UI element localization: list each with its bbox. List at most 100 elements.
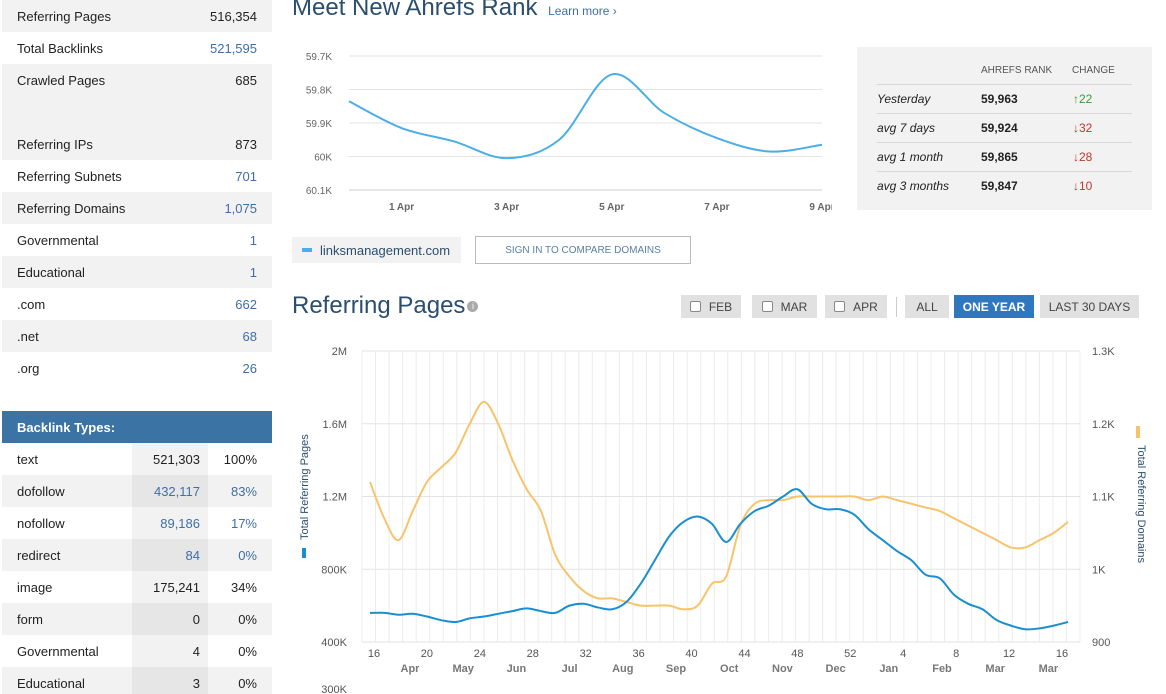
backlink-type-percent: 34% [230, 579, 257, 595]
stat-row: Crawled Pages 685 [2, 64, 272, 96]
backlink-type-count[interactable]: 432,117 [132, 475, 208, 507]
referring-pages-title: Referring Pages i [292, 292, 479, 320]
stat-label: Crawled Pages [17, 72, 106, 88]
backlink-type-row: image 175,241 34% [2, 571, 272, 603]
rank-change-value: 28 [1079, 150, 1093, 164]
rank-chart: 59.7K 59.8K 59.9K 60K 60.1K 1 Apr 3 Apr 5 Apr 7 … [306, 52, 832, 213]
stat-label: .net [17, 328, 39, 344]
apr-checkbox[interactable] [834, 301, 846, 312]
rank-table-row: avg 7 days 59,924 ↓32 [877, 113, 1132, 142]
stat-value[interactable]: 1,075 [224, 200, 257, 216]
apr-toggle[interactable]: APR [825, 295, 887, 318]
x-week-label: 48 [791, 648, 803, 660]
compare-domains-button[interactable]: SIGN IN TO COMPARE DOMAINS [475, 236, 691, 264]
backlink-type-count[interactable]: 89,186 [132, 507, 208, 539]
stat-label: Educational [17, 264, 85, 280]
rank-period: avg 7 days [877, 121, 936, 135]
x-month-label: Dec [826, 663, 846, 675]
y-left-series-swatch [302, 548, 306, 558]
mar-toggle[interactable]: MAR [752, 295, 817, 318]
y-right-axis-title: Total Referring Domains [1135, 445, 1147, 563]
backlink-type-count[interactable]: 84 [132, 539, 208, 571]
y-left-axis-title: Total Referring Pages [299, 434, 311, 540]
x-week-label: 20 [421, 648, 433, 660]
stats-panel: Referring Pages 516,354 Total Backlinks 521… [2, 0, 272, 384]
y-left-tick-label: 2M [332, 346, 347, 358]
stat-value[interactable]: 1 [249, 232, 257, 248]
legend-domain: linksmanagement.com [320, 242, 451, 258]
x-tick-label: 7 Apr [704, 202, 729, 213]
backlink-type-percent: 0% [238, 611, 257, 627]
x-week-label: 12 [1003, 648, 1015, 660]
stat-label: .com [17, 296, 46, 312]
stat-value[interactable]: 662 [235, 296, 257, 312]
rank-table-col-rank: AHREFS RANK [981, 65, 1053, 76]
backlink-type-row: dofollow 432,117 83% [2, 475, 272, 507]
stat-label: .org [17, 360, 40, 376]
stat-row: Educational 1 [2, 256, 272, 288]
backlink-type-percent: 0% [238, 643, 257, 659]
learn-more-link[interactable]: Learn more › [548, 4, 617, 18]
rank-table-col-change: CHANGE [1072, 65, 1115, 76]
x-week-label: 16 [368, 648, 380, 660]
rank-table-row: avg 3 months 59,847 ↓10 [877, 171, 1132, 200]
stat-value[interactable]: 521,595 [210, 40, 257, 56]
last-30-days-button[interactable]: LAST 30 DAYS [1040, 295, 1139, 318]
rank-value: 59,847 [981, 179, 1018, 193]
backlink-type-label: dofollow [17, 483, 65, 499]
backlink-type-row: nofollow 89,186 17% [2, 507, 272, 539]
stat-value[interactable]: 701 [235, 168, 257, 184]
backlink-types-rows: text 521,303 100% dofollow 432,117 83% nofollo… [2, 443, 272, 694]
backlink-type-count: 0 [132, 603, 208, 635]
arrow-up-icon: ↑ [1073, 92, 1079, 106]
backlink-type-percent: 17% [230, 515, 257, 531]
x-week-label: 4 [900, 648, 906, 660]
rank-legend[interactable]: linksmanagement.com [292, 237, 461, 263]
rank-change: ↓10 [1073, 179, 1092, 193]
backlink-types-panel: Backlink Types: text 521,303 100% dofollow 4… [2, 411, 272, 694]
stat-label: Referring IPs [17, 136, 93, 152]
y-right-tick-label: 1.3K [1092, 346, 1115, 358]
x-month-label: Jan [879, 663, 898, 675]
backlink-type-percent: 100% [223, 451, 257, 467]
backlink-type-percent: 83% [230, 483, 257, 499]
rank-change-value: 10 [1079, 179, 1093, 193]
stat-value[interactable]: 1 [249, 264, 257, 280]
feb-checkbox[interactable] [689, 301, 701, 312]
mar-checkbox[interactable] [761, 301, 773, 312]
one-year-button[interactable]: ONE YEAR [954, 295, 1034, 318]
feb-toggle[interactable]: FEB [681, 295, 741, 318]
rank-change: ↓28 [1073, 150, 1092, 164]
y-left-tick-label: 400K [321, 637, 347, 649]
stat-value[interactable]: 26 [242, 360, 257, 376]
referring-pages-title-text: Referring Pages [292, 292, 466, 319]
stat-value: 516,354 [210, 8, 257, 24]
rank-table-row: avg 1 month 59,865 ↓28 [877, 142, 1132, 171]
backlink-type-count: 175,241 [132, 571, 208, 603]
stat-row: Referring Subnets 701 [2, 160, 272, 192]
x-month-label: Oct [720, 663, 739, 675]
x-month-label: Aug [612, 663, 633, 675]
rank-change: ↑22 [1073, 92, 1092, 106]
all-button[interactable]: ALL [905, 295, 949, 318]
y-left-tick-label: 300K [321, 684, 347, 694]
x-week-label: 28 [527, 648, 539, 660]
x-week-label: 44 [738, 648, 750, 660]
stat-label: Total Backlinks [17, 40, 103, 56]
stat-row: .net 68 [2, 320, 272, 352]
x-month-label: Apr [401, 663, 421, 675]
stat-row: Referring IPs 873 [2, 128, 272, 160]
y-right-series-swatch [1136, 426, 1140, 438]
stat-value[interactable]: 68 [242, 328, 257, 344]
stat-row: .org 26 [2, 352, 272, 384]
backlink-type-count: 521,303 [132, 443, 208, 475]
stat-value: 685 [235, 72, 257, 88]
backlink-type-count: 4 [132, 635, 208, 667]
stat-label: Governmental [17, 232, 99, 248]
backlink-type-row: redirect 84 0% [2, 539, 272, 571]
rank-title: Meet New Ahrefs Rank Learn more › [292, 0, 617, 22]
x-month-label: May [452, 663, 474, 675]
info-icon[interactable]: i [467, 301, 479, 313]
x-month-label: Jul [562, 663, 578, 675]
